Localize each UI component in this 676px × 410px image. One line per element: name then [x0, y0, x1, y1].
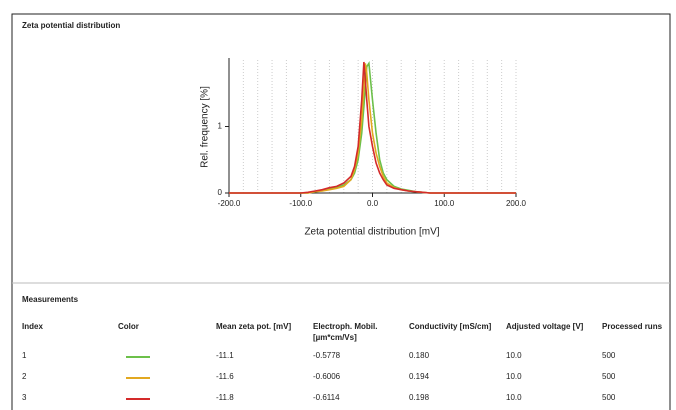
- x-tick-label: 200.0: [506, 199, 527, 208]
- column-header: Conductivity [mS/cm]: [409, 322, 492, 331]
- y-tick-label: 0: [218, 188, 223, 197]
- table-cell: 500: [602, 372, 616, 381]
- series-line: [229, 61, 516, 194]
- column-header: Index: [22, 322, 43, 331]
- table-cell: 3: [22, 393, 27, 402]
- column-header: Mean zeta pot. [mV]: [216, 322, 292, 331]
- x-axis-label: Zeta potential distribution [mV]: [304, 227, 439, 238]
- color-swatch: [126, 398, 150, 400]
- table-cell: 10.0: [506, 372, 522, 381]
- table-cell: -11.6: [216, 372, 234, 381]
- frame: [11, 13, 671, 410]
- x-tick-label: -200.0: [218, 199, 241, 208]
- table-title: Measurements: [22, 295, 79, 304]
- x-tick-label: -100.0: [289, 199, 312, 208]
- table-cell: 10.0: [506, 351, 522, 360]
- table-cell: 10.0: [506, 393, 522, 402]
- color-swatch: [126, 377, 150, 379]
- table-cell: -11.8: [216, 393, 234, 402]
- column-header: Adjusted voltage [V]: [506, 322, 584, 331]
- x-tick-label: 100.0: [434, 199, 455, 208]
- table-cell: 500: [602, 393, 616, 402]
- table-cell: 0.198: [409, 393, 430, 402]
- table-cell: -0.6006: [313, 372, 341, 381]
- column-header: Color: [118, 322, 139, 331]
- y-axis-label: Rel. frequency [%]: [200, 86, 211, 168]
- table-cell: 0.180: [409, 351, 430, 360]
- series-line: [229, 63, 516, 194]
- chart-title: Zeta potential distribution: [22, 21, 120, 30]
- table-cell: 500: [602, 351, 616, 360]
- table-cell: -11.1: [216, 351, 234, 360]
- table-cell: -0.6114: [313, 393, 340, 402]
- table-cell: -0.5778: [313, 351, 341, 360]
- column-header: Processed runs: [602, 322, 663, 331]
- column-header: Electroph. Mobil. [µm*cm/Vs]: [313, 322, 378, 342]
- x-tick-label: 0.0: [367, 199, 379, 208]
- y-tick-label: 1: [218, 122, 223, 131]
- color-swatch: [126, 356, 150, 358]
- table-cell: 0.194: [409, 372, 430, 381]
- table-cell: 1: [22, 351, 27, 360]
- table-cell: 2: [22, 372, 27, 381]
